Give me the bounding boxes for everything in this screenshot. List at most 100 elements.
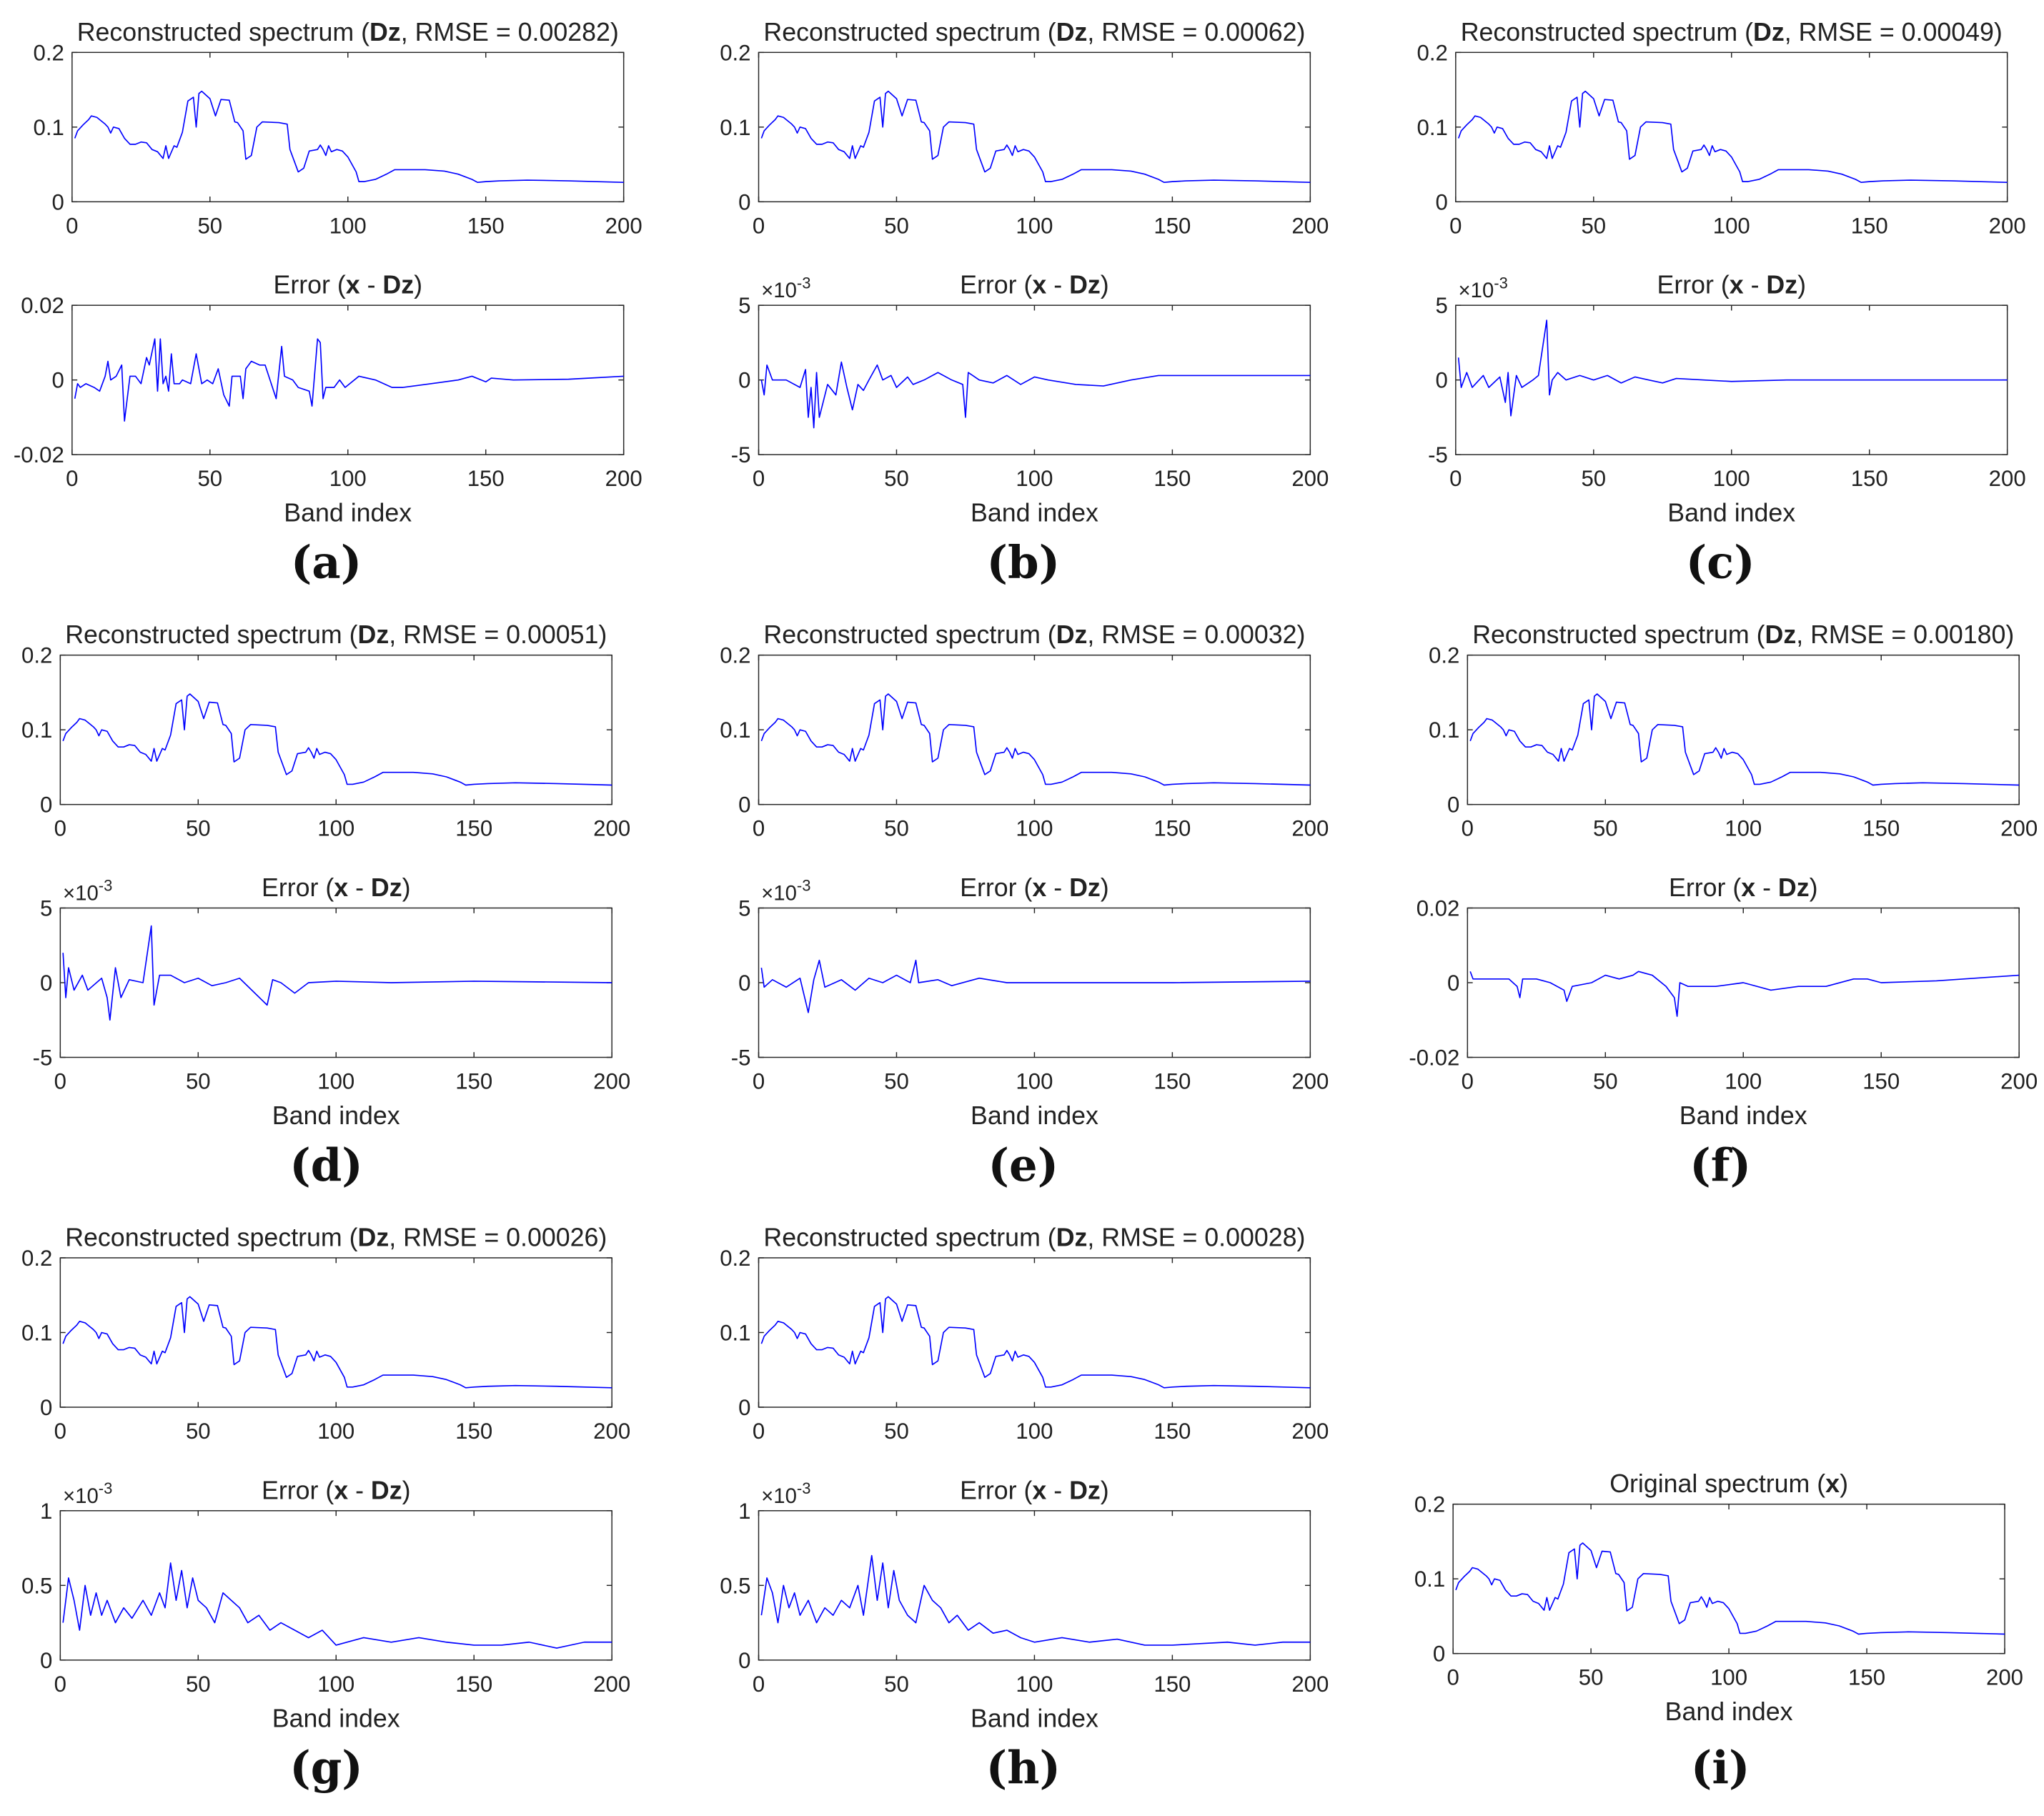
title-text: Error ( <box>273 271 345 299</box>
title-text: Reconstructed spectrum ( <box>1472 620 1765 649</box>
error-plot: 0 50 100 150 200-505×10-3 Error (x - Dz)Band … <box>731 873 1329 1130</box>
spectrum-plot: 0 50 100 150 200 0 0.1 0.2 Reconstructed spectru… <box>720 1224 1329 1444</box>
title-bold-symbol: Dz <box>371 873 402 902</box>
x-tick-label: 150 <box>1154 1069 1191 1094</box>
x-tick-label: 50 <box>186 816 211 841</box>
y-tick-label: 0.1 <box>1417 115 1448 140</box>
title-bold-symbol: x <box>334 873 348 902</box>
x-tick-label: 0 <box>54 1419 66 1444</box>
x-axis-label: Band index <box>284 499 412 527</box>
axes-box <box>1467 654 2020 805</box>
plot-title: Original spectrum (x) <box>1609 1469 1848 1498</box>
axis-multiplier: ×10-3 <box>761 1479 810 1508</box>
x-tick-label: 200 <box>593 816 630 841</box>
y-tick-label: 0.2 <box>720 643 750 668</box>
title-bold-symbol: x <box>1741 873 1755 902</box>
x-tick-label: 0 <box>753 213 765 238</box>
x-tick-label: 100 <box>329 466 367 491</box>
x-tick-label: 50 <box>884 1069 909 1094</box>
y-tick-label: 0.1 <box>21 718 52 743</box>
title-text: ) <box>414 271 422 299</box>
x-tick-label: 100 <box>329 213 367 238</box>
panel-label: (d) <box>289 1138 363 1191</box>
title-text: Error ( <box>960 271 1032 299</box>
y-tick-label: 0 <box>738 1395 750 1420</box>
multiplier-base: ×10 <box>761 279 797 302</box>
x-tick-label: 50 <box>884 1419 909 1444</box>
plot-title: Reconstructed spectrum (Dz, RMSE = 0.000… <box>763 620 1305 649</box>
y-tick-label: 0.02 <box>21 293 64 318</box>
x-tick-label: 200 <box>1291 1069 1329 1094</box>
plot-title: Reconstructed spectrum (Dz, RMSE = 0.000… <box>763 1224 1305 1252</box>
error-line <box>62 1562 612 1649</box>
plot-title: Reconstructed spectrum (Dz, RMSE = 0.000… <box>65 1224 607 1252</box>
panel-label: (f) <box>1690 1138 1751 1191</box>
axis-multiplier: ×10-3 <box>761 877 810 905</box>
x-tick-label: 150 <box>455 1672 492 1697</box>
x-tick-label: 100 <box>1713 213 1750 238</box>
title-bold-symbol: Dz <box>1778 873 1810 902</box>
title-bold-symbol: x <box>346 271 360 299</box>
title-bold-symbol: Dz <box>1069 1476 1101 1504</box>
x-tick-label: 100 <box>317 816 354 841</box>
x-tick-label: 50 <box>197 466 222 491</box>
title-bold-symbol: Dz <box>358 1224 390 1252</box>
x-axis-label: Band index <box>971 1704 1098 1732</box>
spectrum-line <box>62 1296 612 1389</box>
axes-box <box>758 654 1311 805</box>
x-tick-label: 0 <box>1462 816 1474 841</box>
x-tick-label: 100 <box>1725 816 1762 841</box>
y-tick-label: -0.02 <box>1409 1046 1459 1071</box>
x-tick-label: 50 <box>197 213 222 238</box>
title-bold-symbol: Dz <box>358 620 390 649</box>
x-tick-label: 100 <box>1016 816 1053 841</box>
y-tick-label: 0 <box>1447 793 1459 818</box>
x-tick-label: 200 <box>593 1672 630 1697</box>
y-tick-label: 0.1 <box>1414 1567 1445 1592</box>
x-tick-label: 200 <box>1291 1419 1329 1444</box>
y-tick-label: -5 <box>731 1046 751 1071</box>
x-tick-label: 100 <box>317 1069 354 1094</box>
plot-title: Reconstructed spectrum (Dz, RMSE = 0.000… <box>763 18 1305 46</box>
x-tick-label: 0 <box>753 1069 765 1094</box>
x-tick-label: 200 <box>2000 816 2038 841</box>
y-tick-label: 0 <box>738 1648 750 1673</box>
title-text: ) <box>402 1476 411 1504</box>
x-tick-label: 150 <box>1154 1419 1191 1444</box>
multiplier-base: ×10 <box>761 882 797 905</box>
x-tick-label: 50 <box>884 213 909 238</box>
x-tick-label: 0 <box>66 466 78 491</box>
plot-title: Reconstructed spectrum (Dz, RMSE = 0.000… <box>65 620 607 649</box>
y-tick-label: 0.2 <box>21 1246 52 1271</box>
title-text: , RMSE = 0.00062) <box>1087 18 1305 46</box>
x-axis-label: Band index <box>1667 499 1795 527</box>
title-bold-symbol: Dz <box>382 271 414 299</box>
x-tick-label: 50 <box>884 466 909 491</box>
axis-multiplier: ×10-3 <box>63 877 112 905</box>
x-tick-label: 150 <box>467 213 505 238</box>
y-tick-label: 0 <box>40 1648 52 1673</box>
title-text: , RMSE = 0.00051) <box>389 620 607 649</box>
x-tick-label: 0 <box>1447 1665 1459 1690</box>
title-bold-symbol: Dz <box>1069 271 1101 299</box>
error-line <box>1469 971 2020 1017</box>
multiplier-exponent: -3 <box>797 877 811 895</box>
x-tick-label: 0 <box>66 213 78 238</box>
x-tick-label: 0 <box>1449 213 1462 238</box>
y-tick-label: 0.5 <box>21 1573 52 1598</box>
y-tick-label: 0 <box>40 1395 52 1420</box>
axes-box <box>71 51 625 203</box>
x-axis-label: Band index <box>272 1704 400 1732</box>
y-tick-label: 0 <box>738 971 750 996</box>
title-bold-symbol: x <box>1032 873 1046 902</box>
y-tick-label: 0.2 <box>21 643 52 668</box>
x-tick-label: 200 <box>1291 466 1329 491</box>
panel-label: (i) <box>1691 1741 1750 1794</box>
title-text: Error ( <box>262 873 334 902</box>
x-tick-label: 150 <box>1862 1069 1900 1094</box>
title-text: , RMSE = 0.00026) <box>389 1224 607 1252</box>
y-tick-label: 0.02 <box>1417 896 1460 921</box>
title-text: , RMSE = 0.00049) <box>1785 18 2003 46</box>
